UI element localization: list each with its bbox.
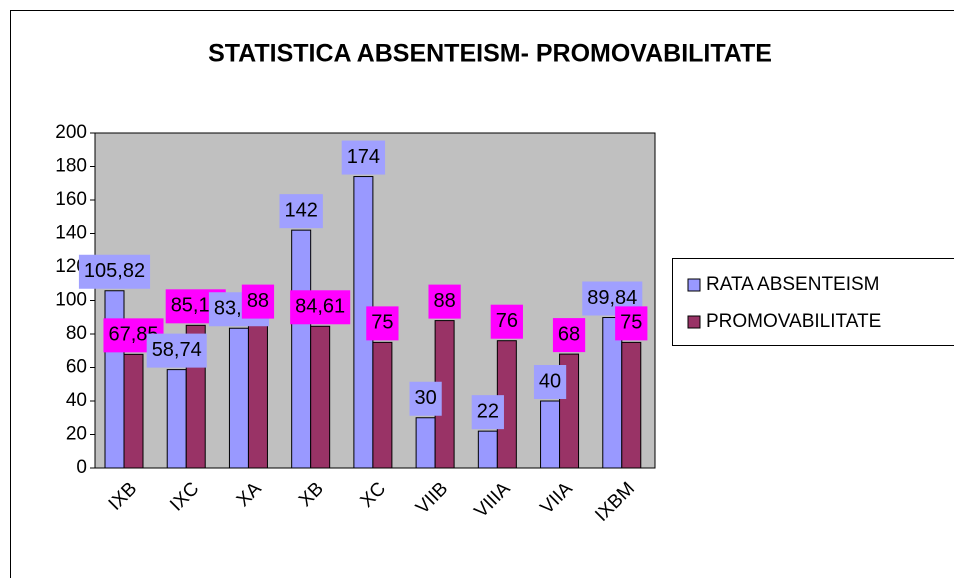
data-label: 89,84 <box>587 287 637 309</box>
legend-swatch <box>687 278 701 292</box>
data-label: 58,74 <box>152 339 202 361</box>
y-tick-label: 200 <box>55 122 87 143</box>
y-tick-label: 0 <box>76 457 87 478</box>
data-label-box <box>409 381 442 416</box>
data-label-box <box>146 333 207 368</box>
y-tick-label: 140 <box>55 223 87 244</box>
data-label: 75 <box>620 312 642 334</box>
legend-box <box>672 258 954 346</box>
data-label: 105,82 <box>84 260 145 282</box>
bar <box>477 430 498 469</box>
data-label: 84,61 <box>295 296 345 318</box>
bar <box>372 341 393 469</box>
data-label: 67,85 <box>108 324 158 346</box>
data-label-box <box>241 284 275 319</box>
bar <box>415 417 436 469</box>
data-label-box <box>366 306 399 341</box>
bar <box>540 400 561 469</box>
bar <box>621 341 642 469</box>
chart-title: STATISTICA ABSENTEISM- PROMOVABILITATE <box>208 40 772 68</box>
bar <box>228 327 249 469</box>
data-label-box <box>471 395 504 430</box>
bar <box>310 325 331 469</box>
data-label-box <box>78 254 151 289</box>
y-tick-label: 60 <box>66 357 87 378</box>
y-tick-label: 80 <box>66 323 87 344</box>
bar <box>166 369 187 469</box>
y-tick-label: 160 <box>55 189 87 210</box>
data-label-box <box>279 194 323 229</box>
data-label: 174 <box>347 146 380 168</box>
data-label: 30 <box>414 387 436 409</box>
y-tick-label: 40 <box>66 390 87 411</box>
legend-swatch <box>687 315 701 329</box>
data-label-box <box>490 304 523 339</box>
data-label-box <box>615 306 648 341</box>
data-label: 142 <box>284 199 317 221</box>
data-label: 85,18 <box>171 295 221 317</box>
bar <box>291 229 312 469</box>
data-label: 75 <box>371 312 393 334</box>
bar <box>247 320 268 469</box>
data-label-box <box>533 365 567 399</box>
data-label: 88 <box>433 290 455 312</box>
data-label: 76 <box>496 310 518 332</box>
data-label-box <box>428 284 461 319</box>
y-tick-label: 20 <box>66 424 87 445</box>
bar <box>104 290 125 469</box>
data-label: 68 <box>558 323 580 345</box>
y-tick-label: 100 <box>55 290 87 311</box>
data-label: 88 <box>247 290 269 312</box>
data-label-box <box>552 318 586 353</box>
data-label-box <box>290 290 351 325</box>
bar <box>123 353 144 469</box>
data-label: 40 <box>539 370 561 392</box>
legend-label: RATA ABSENTEISM <box>706 274 880 295</box>
y-tick-label: 180 <box>55 156 87 177</box>
legend-label: PROMOVABILITATE <box>706 311 881 332</box>
data-label-box <box>341 140 386 175</box>
data-label: 22 <box>477 400 499 422</box>
